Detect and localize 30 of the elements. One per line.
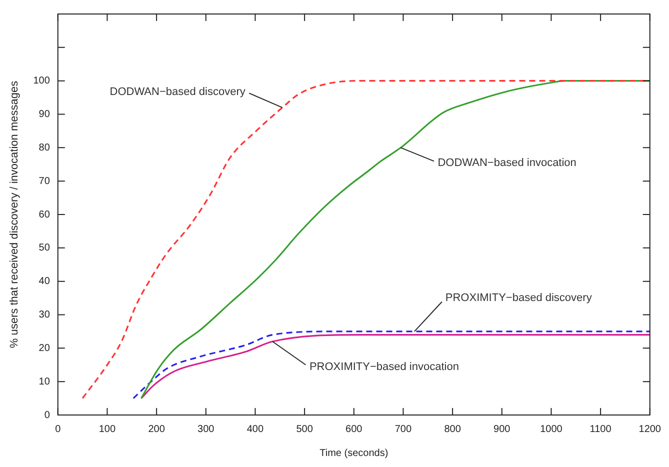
x-tick-label: 800	[444, 424, 462, 435]
text: DODWAN−based invocation	[438, 156, 576, 170]
x-tick-label: 900	[494, 424, 511, 435]
text: DODWAN−based discovery	[110, 84, 246, 99]
y-tick-label: 80	[38, 142, 50, 154]
x-tick-label: 1100	[590, 424, 612, 435]
text: PROXIMITY−based invocation	[309, 360, 459, 374]
y-tick-label: 10	[38, 376, 50, 388]
y-tick-label: 30	[38, 310, 50, 320]
y-tick-label: 40	[38, 276, 50, 288]
y-tick-label: 70	[38, 176, 50, 187]
x-tick-label: 100	[98, 424, 116, 435]
x-tick-label: 300	[198, 424, 215, 435]
x-tick-label: 600	[346, 424, 363, 435]
x-tick-label: 1200	[638, 424, 662, 435]
y-tick-label: 100	[33, 76, 50, 87]
x-axis-title: Time (seconds)	[320, 448, 388, 459]
x-tick-label: 700	[394, 424, 412, 435]
text: PROXIMITY−based discovery	[445, 291, 592, 306]
y-tick-label: 50	[38, 242, 50, 254]
y-tick-label: 60	[38, 209, 50, 220]
y-tick-label: 20	[38, 342, 50, 354]
y-tick-label: 90	[38, 109, 50, 120]
y-axis-title: % users that received discovery / invocation messages	[8, 80, 21, 348]
x-tick-label: 0	[55, 424, 62, 435]
x-tick-label: 1000	[540, 424, 563, 435]
x-tick-label: 400	[246, 424, 264, 435]
y-tick-label: 0	[44, 410, 50, 421]
x-tick-label: 500	[296, 424, 314, 435]
x-tick-label: 200	[148, 424, 166, 435]
